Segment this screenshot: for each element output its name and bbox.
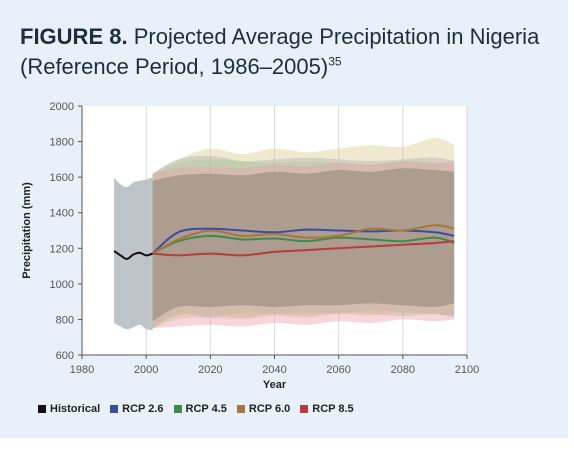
x-tick-label: 2020: [198, 364, 222, 376]
band-overlap: [152, 168, 455, 322]
legend-item: RCP 4.5: [173, 403, 227, 415]
y-tick-label: 1000: [50, 279, 74, 291]
x-tick-label: 2080: [391, 364, 415, 376]
legend-swatch: [300, 405, 309, 413]
legend-label: Historical: [50, 403, 101, 415]
x-tick-label: 2040: [262, 364, 286, 376]
y-tick-label: 1600: [50, 172, 74, 184]
legend-item: RCP 2.6: [110, 403, 164, 415]
legend-swatch: [173, 405, 182, 413]
figure-label: FIGURE 8.: [20, 24, 128, 49]
line-rcp-8-5: [152, 240, 455, 257]
y-tick-label: 1800: [50, 137, 74, 149]
chart-legend: Historical RCP 2.6 RCP 4.5 RCP 6.0 RCP 8.5: [38, 403, 354, 415]
legend-swatch: [38, 405, 46, 413]
legend-swatch: [110, 405, 119, 413]
y-tick-label: 2000: [50, 101, 74, 113]
legend-item: Historical: [38, 403, 100, 415]
y-tick-label: 800: [56, 314, 74, 326]
line-historical: [113, 250, 153, 260]
legend-swatch: [236, 405, 245, 413]
x-tick-label: 1980: [70, 364, 94, 376]
line-rcp-4-5: [152, 234, 455, 255]
line-rcp-6-0: [152, 224, 455, 255]
legend-label: RCP 2.6: [122, 403, 164, 415]
legend-label: RCP 8.5: [312, 403, 354, 415]
y-axis-title: Precipitation (mm): [21, 182, 33, 279]
legend-label: RCP 6.0: [248, 403, 291, 415]
legend-item: RCP 8.5: [300, 403, 354, 415]
figure-reference: 35: [328, 54, 342, 69]
x-axis-title: Year: [263, 379, 287, 391]
line-rcp-2-6: [151, 227, 455, 255]
legend-item: RCP 6.0: [236, 403, 291, 415]
x-tick-label: 2060: [326, 364, 350, 376]
figure-title: FIGURE 8. Projected Average Precipitatio…: [20, 22, 560, 82]
figure-title-text: Projected Average Precipitation in Niger…: [20, 24, 540, 79]
x-tick-label: 2000: [134, 364, 158, 376]
y-tick-label: 1200: [50, 243, 74, 255]
x-tick-label: 2100: [455, 364, 479, 376]
y-tick-label: 1400: [50, 208, 74, 220]
y-tick-label: 600: [56, 350, 74, 362]
legend-label: RCP 4.5: [185, 403, 227, 415]
